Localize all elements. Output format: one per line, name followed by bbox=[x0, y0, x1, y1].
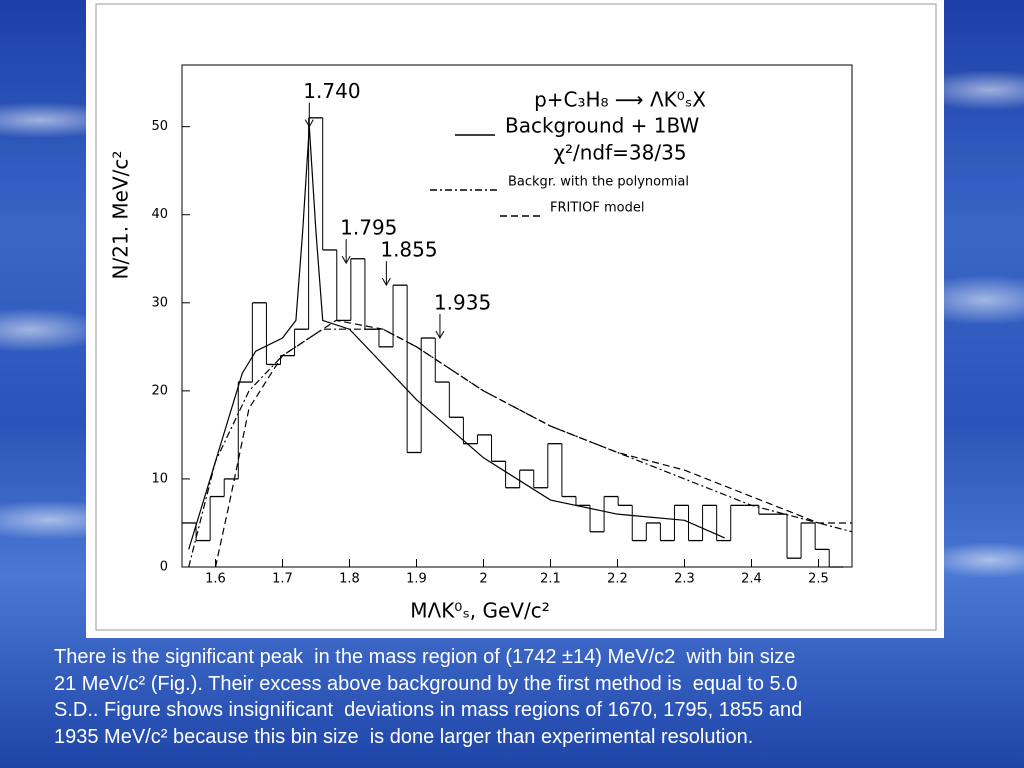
legend-label: Background + 1BW bbox=[505, 114, 700, 138]
y-axis-label: N/21. MeV/c² bbox=[109, 151, 133, 280]
x-tick-label: 2.3 bbox=[674, 572, 695, 587]
y-tick-label: 20 bbox=[151, 383, 168, 398]
annotation: 1.795 bbox=[340, 216, 397, 240]
x-tick-label: 1.7 bbox=[272, 572, 293, 587]
x-tick-label: 2 bbox=[479, 572, 487, 587]
figure-frame bbox=[95, 3, 937, 631]
plot-frame bbox=[181, 64, 853, 568]
curve bbox=[214, 319, 852, 568]
y-tick-label: 50 bbox=[151, 119, 168, 134]
caption-line: 21 MeV/c² (Fig.). Their excess above bac… bbox=[54, 672, 798, 695]
annotation: 1.935 bbox=[434, 291, 491, 315]
x-tick-label: 1.8 bbox=[339, 572, 360, 587]
caption-line: 1935 MeV/c² because this bin size is don… bbox=[54, 725, 754, 748]
x-tick-label: 2.5 bbox=[808, 572, 829, 587]
caption-line: There is the significant peak in the mas… bbox=[54, 646, 796, 668]
y-tick-label: 10 bbox=[151, 471, 168, 486]
curve bbox=[188, 126, 725, 550]
curve bbox=[188, 328, 853, 568]
fit-quality: χ²/ndf=38/35 bbox=[553, 141, 686, 165]
x-tick-label: 2.2 bbox=[607, 572, 628, 587]
annotation-arrowhead bbox=[435, 330, 445, 340]
x-tick-label: 1.6 bbox=[205, 572, 226, 587]
legend-label: FRITIOF model bbox=[550, 201, 644, 216]
annotation-arrowhead bbox=[304, 119, 314, 128]
legend-label: Backgr. with the polynomial bbox=[508, 175, 689, 190]
caption-line: S.D.. Figure shows insignificant deviati… bbox=[54, 699, 803, 721]
x-tick-label: 2.4 bbox=[741, 572, 762, 587]
y-tick-label: 30 bbox=[151, 295, 168, 310]
caption: There is the significant peak in the mas… bbox=[54, 644, 802, 750]
x-axis-label: MΛK⁰ₛ, GeV/c² bbox=[410, 599, 549, 623]
annotation-arrowhead bbox=[381, 277, 391, 287]
x-tick-label: 1.9 bbox=[406, 572, 427, 587]
annotation: 1.740 bbox=[303, 79, 360, 103]
x-tick-label: 2.1 bbox=[540, 572, 561, 587]
annotation-arrowhead bbox=[341, 255, 351, 265]
chart-title: p+C₃H₈ ⟶ ΛK⁰ₛX bbox=[534, 88, 706, 112]
y-tick-label: 0 bbox=[160, 560, 168, 575]
annotation: 1.855 bbox=[380, 238, 437, 262]
y-tick-label: 40 bbox=[151, 207, 168, 222]
